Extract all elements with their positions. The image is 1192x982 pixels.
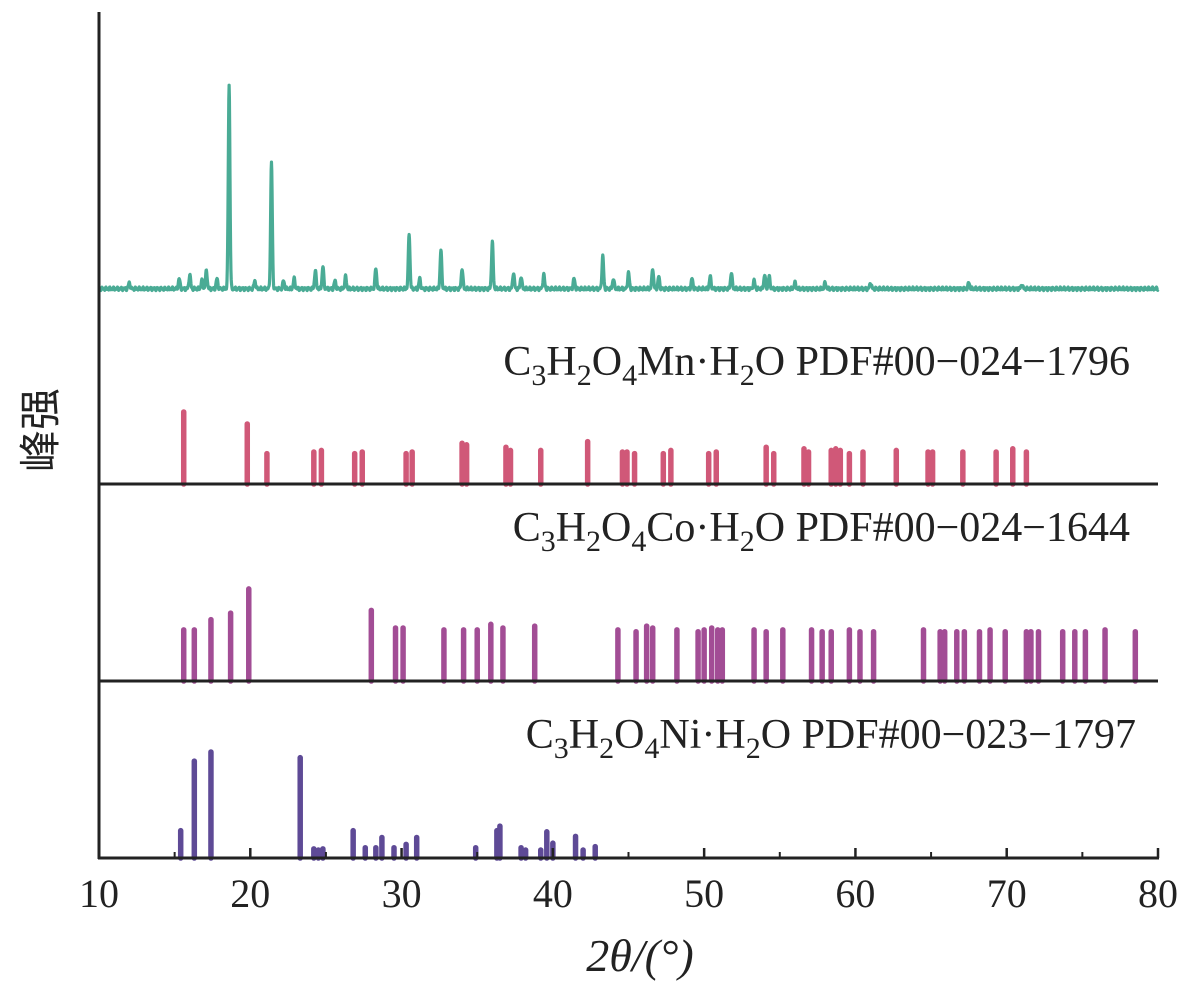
x-tick-label-30: 30 <box>382 871 422 916</box>
series-labels: C3H2O4Mn·H2O PDF#00−024−1796 C3H2O4Co·H2O… <box>503 339 1136 765</box>
axes: 10 20 30 40 50 60 70 80 <box>79 12 1178 916</box>
series-label-co: C3H2O4Co·H2O PDF#00−024−1644 <box>513 505 1130 558</box>
y-axis-label: 峰强 <box>16 388 65 472</box>
reference-patterns <box>177 409 1139 861</box>
measured-pattern <box>97 83 1160 293</box>
x-tick-label-60: 60 <box>835 871 875 916</box>
series-label-ni: C3H2O4Ni·H2O PDF#00−023−1797 <box>526 712 1136 765</box>
series-label-mn: C3H2O4Mn·H2O PDF#00−024−1796 <box>503 339 1130 392</box>
x-tick-label-80: 80 <box>1138 871 1178 916</box>
x-tick-label-50: 50 <box>684 871 724 916</box>
x-tick-label-10: 10 <box>79 871 119 916</box>
measured-pattern-line <box>97 83 1160 293</box>
reference-series-mn <box>180 409 1030 487</box>
x-tick-label-40: 40 <box>533 871 573 916</box>
x-axis-label: 2θ/(°) <box>586 930 693 981</box>
reference-series-ni <box>177 749 598 861</box>
reference-series-co <box>180 586 1139 684</box>
x-tick-label-70: 70 <box>987 871 1027 916</box>
x-tick-label-20: 20 <box>230 871 270 916</box>
